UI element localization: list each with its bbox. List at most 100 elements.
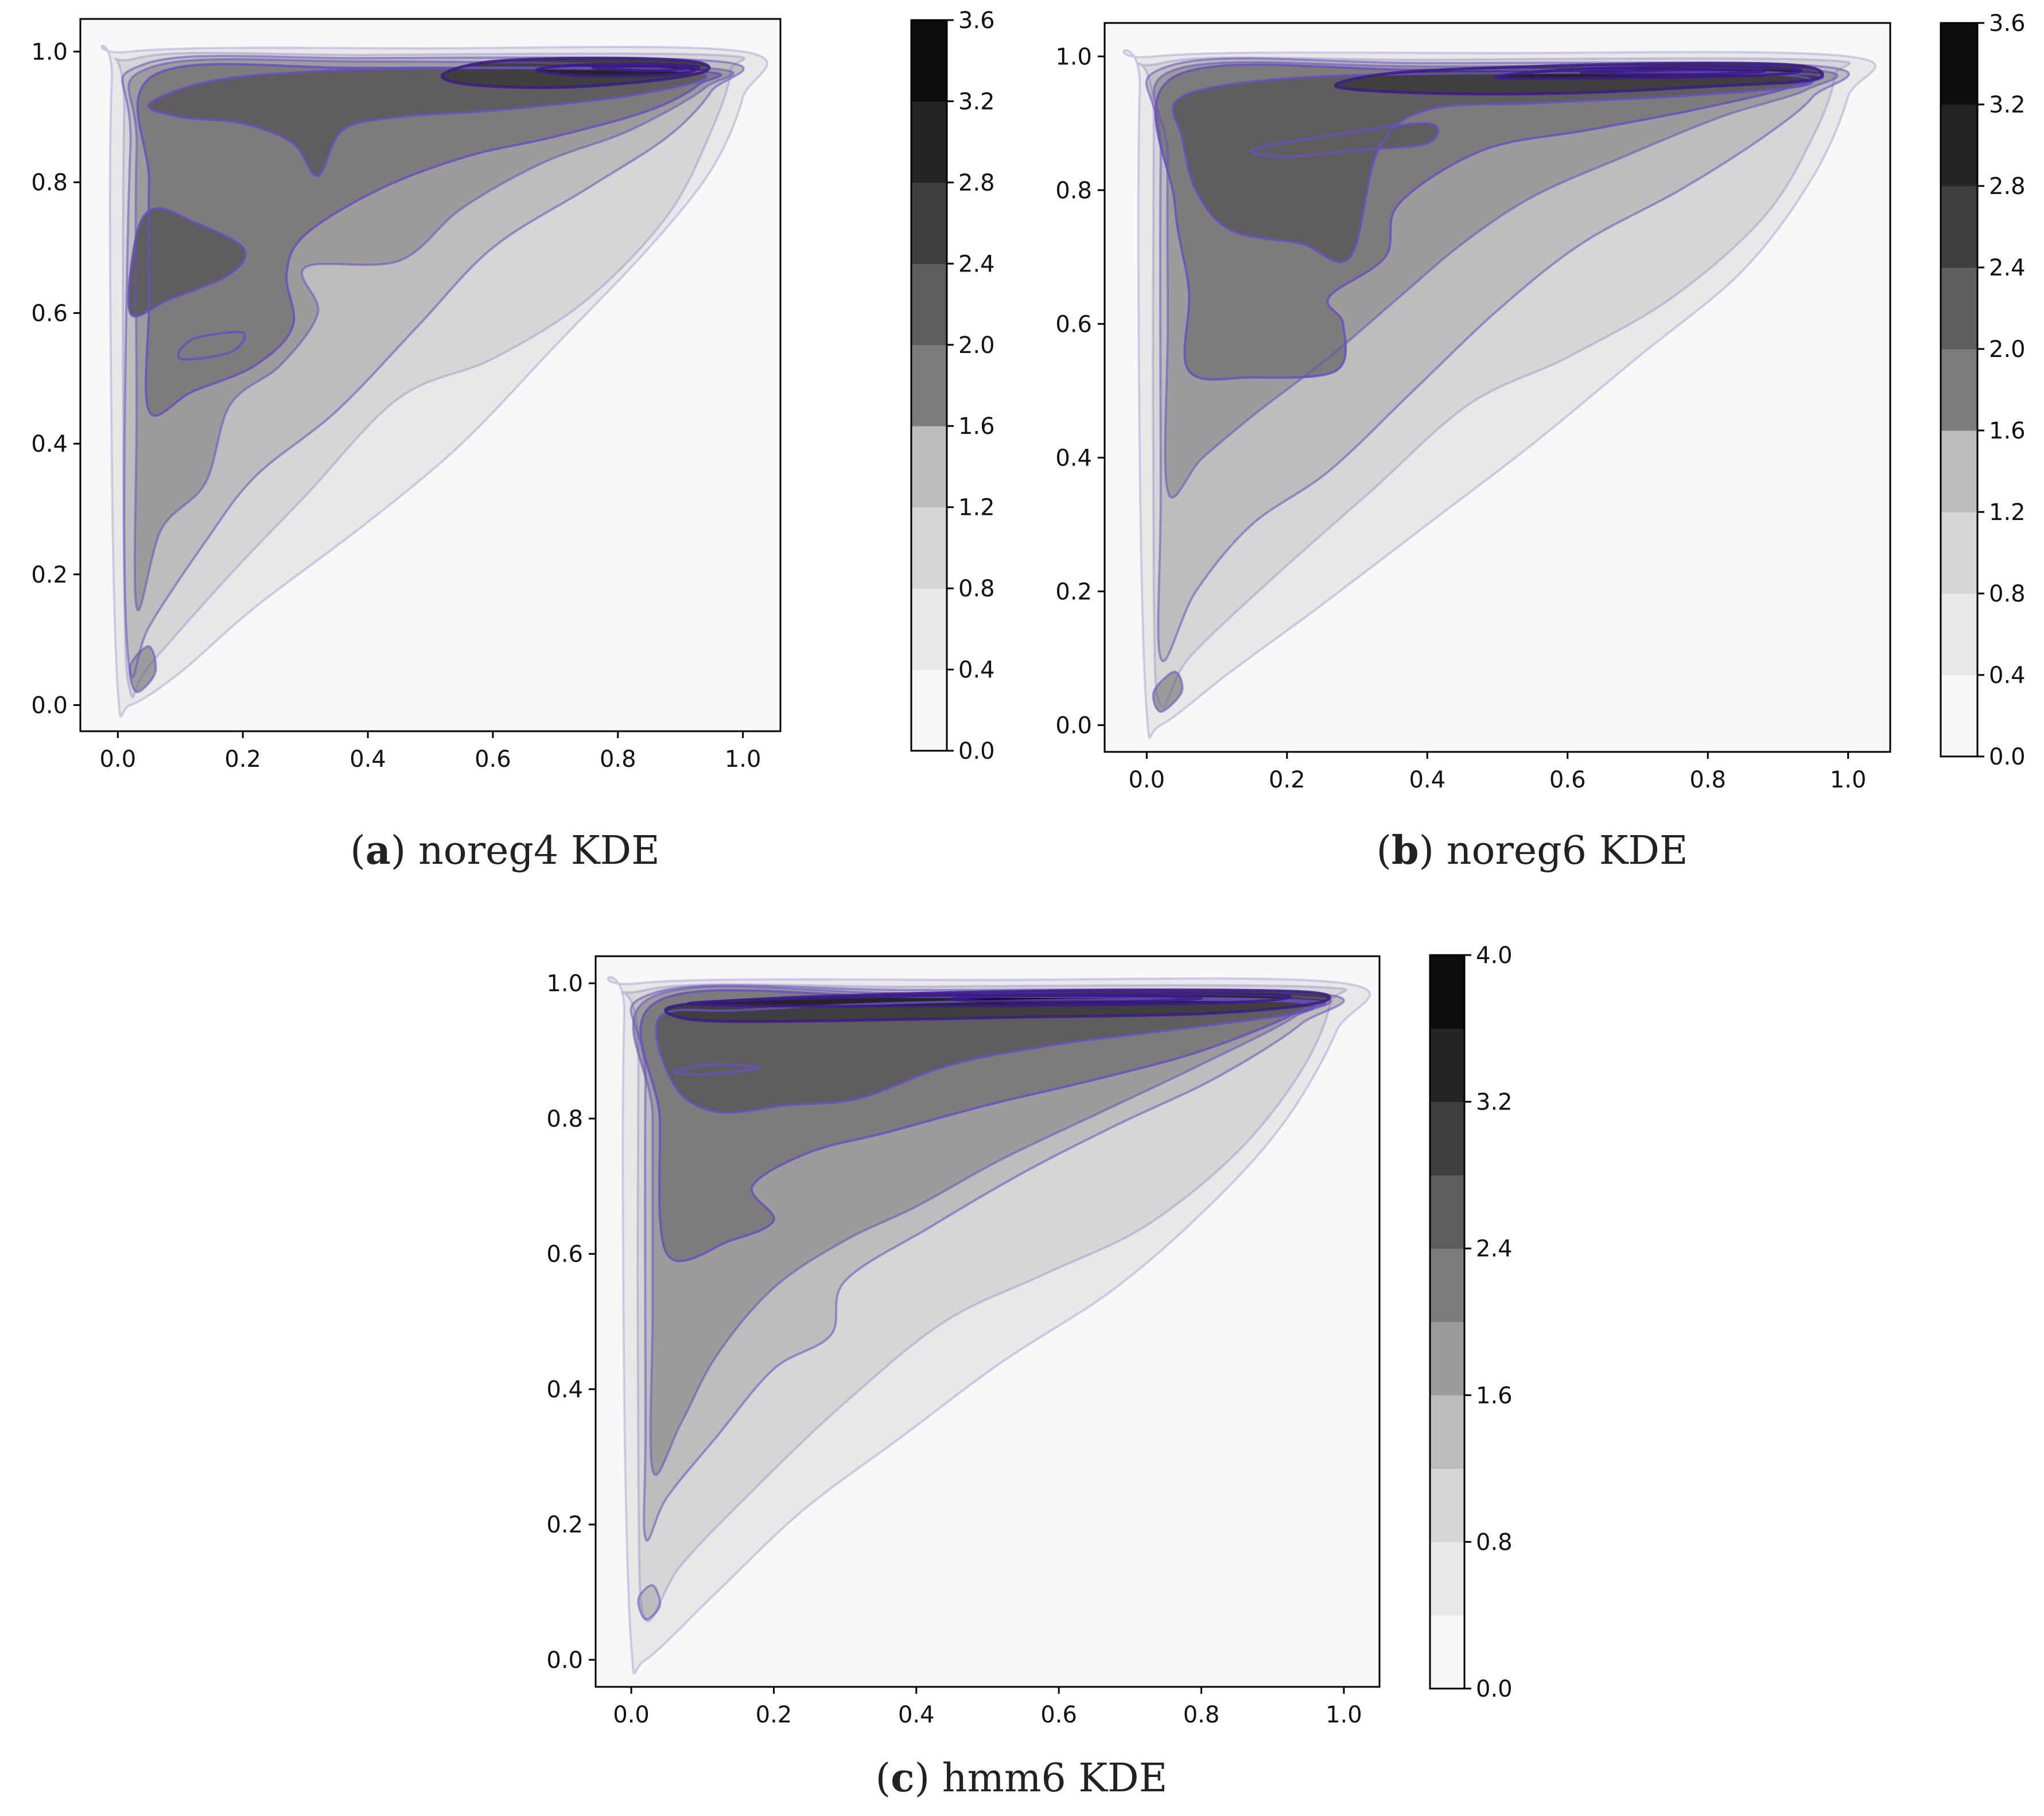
x-tick-label: 0.6 [1549,767,1586,793]
x-tick-label: 0.2 [756,1702,792,1728]
colorbar-tick-label: 3.6 [1989,10,2026,37]
colorbar-tick-label: 1.2 [1989,499,2026,526]
plot-frame [594,955,1381,1688]
colorbar-tick-label: 1.6 [1989,418,2026,444]
y-tick-label: 0.2 [31,562,68,588]
colorbar-tick-label: 0.4 [1989,662,2026,689]
colorbar: 0.0 0.4 0.8 1.2 1.6 2.0 2.4 2.8 3.2 3.6 [910,7,995,765]
x-tick-label: 0.8 [1689,767,1726,793]
colorbar-band [911,588,947,670]
colorbar-band [911,669,947,751]
colorbar-tick-label: 3.2 [1989,92,2026,118]
contour-line-level-4 [129,645,157,693]
y-axis: 0.0 0.2 0.4 0.6 0.8 1.0 [1055,44,1105,739]
colorbar-band [1941,23,1977,105]
colorbar: 0.0 0.8 1.6 2.4 3.2 4.0 [1429,942,1513,1702]
kde-panel-b: 0.0 0.2 0.4 0.6 0.8 1.0 0.0 0.2 0.4 0.6 0.8 1.0 0.… [1055,10,2025,793]
colorbar-tick-label: 1.6 [958,413,995,440]
contour-lines [607,976,1371,1675]
colorbar-tick-label: 3.2 [1476,1089,1513,1116]
density-regions [608,977,1370,1674]
y-tick-label: 0.4 [546,1376,583,1403]
contour-line-level-3 [637,1584,662,1621]
colorbar-band [1430,1248,1464,1322]
colorbar-band [911,182,947,264]
contour-line-level-9 [1580,68,1766,76]
contour-line-level-3 [1145,57,1850,662]
density-level-6-region [148,67,706,176]
y-tick-label: 0.0 [31,692,68,719]
contour-line-level-2 [1137,56,1851,708]
colorbar-tick-label: 0.0 [958,738,995,765]
contour-line-level-4 [1152,670,1184,713]
contour-line-level-9 [591,64,695,72]
contour-line-level-4 [1152,61,1839,499]
caption-text: noreg6 KDE [1446,828,1688,874]
colorbar-tick-label: 0.0 [1476,1676,1513,1702]
colorbar-band [911,426,947,508]
x-axis: 0.0 0.2 0.4 0.6 0.8 1.0 [1129,752,1866,793]
density-level-3-region [638,1585,660,1620]
colorbar-tick-label: 2.8 [958,170,995,196]
plot-area [79,18,782,732]
x-tick-label: 0.8 [600,746,636,773]
y-tick-label: 0.2 [546,1512,583,1538]
y-tick-label: 0.8 [1055,177,1092,204]
colorbar-band [1430,1322,1464,1396]
colorbar-band [1430,1028,1464,1103]
contour-line-level-5 [136,63,722,417]
colorbar-tick-label: 2.0 [958,332,995,359]
colorbar-tick-label: 2.4 [958,251,995,277]
colorbar-tick-label: 4.0 [1476,942,1513,969]
kde-panel-a: 0.0 0.2 0.4 0.6 0.8 1.0 0.0 0.2 0.4 0.6 0.8 1.0 0.… [31,7,994,773]
x-tick-label: 1.0 [1326,1702,1362,1728]
contour-lines [100,44,768,718]
contour-line-level-6 [147,66,708,177]
colorbar-tick-label: 2.4 [1476,1236,1513,1262]
contour-line-level-6 [1171,71,1814,263]
density-level-4-region [1153,672,1183,712]
colorbar-band [1941,349,1977,431]
y-tick-label: 0.0 [1055,712,1092,739]
colorbar-tick-label: 3.2 [958,88,995,115]
colorbar-band [911,507,947,589]
y-tick-label: 1.0 [31,39,68,65]
caption-text: noreg4 KDE [418,828,660,874]
colorbar-frame [910,19,948,752]
colorbar-tick-label: 1.2 [958,495,995,521]
colorbar-tick-label: 0.4 [958,657,995,684]
x-tick-label: 0.2 [1269,767,1305,793]
contour-line-level-7 [1334,61,1824,96]
contour-line-level-8 [686,992,1292,1008]
colorbar-band [1941,593,1977,676]
contour-line-level-6 [673,1063,761,1076]
y-tick-label: 0.8 [31,170,68,196]
plot-frame [79,18,782,732]
colorbar-tick-label: 0.8 [958,576,995,602]
colorbar-band [1430,1542,1464,1616]
contour-line-level-8 [1494,65,1803,80]
colorbar-band [911,263,947,346]
y-tick-label: 1.0 [1055,44,1092,70]
y-tick-label: 0.6 [546,1241,583,1268]
colorbar-tick-label: 2.0 [1989,336,2026,363]
colorbar-tick-label: 0.8 [1989,581,2026,607]
density-regions [102,45,768,717]
caption-letter: b [1391,828,1419,874]
x-tick-label: 0.4 [898,1702,935,1728]
y-tick-label: 0.0 [546,1647,583,1674]
colorbar-frame [1429,954,1466,1690]
density-regions [1124,50,1876,738]
colorbar-band [911,344,947,426]
colorbar-band [1941,430,1977,513]
colorbar: 0.0 0.4 0.8 1.2 1.6 2.0 2.4 2.8 3.2 3.6 [1940,10,2026,770]
plot-area [594,955,1381,1688]
x-axis: 0.0 0.2 0.4 0.6 0.8 1.0 [613,1687,1362,1728]
plot-frame [1103,22,1891,753]
colorbar-band [1941,186,1977,268]
colorbar-band [1430,955,1464,1029]
caption-letter: a [365,828,391,874]
plot-area [1103,22,1891,753]
colorbar-tick-label: 2.8 [1989,173,2026,200]
